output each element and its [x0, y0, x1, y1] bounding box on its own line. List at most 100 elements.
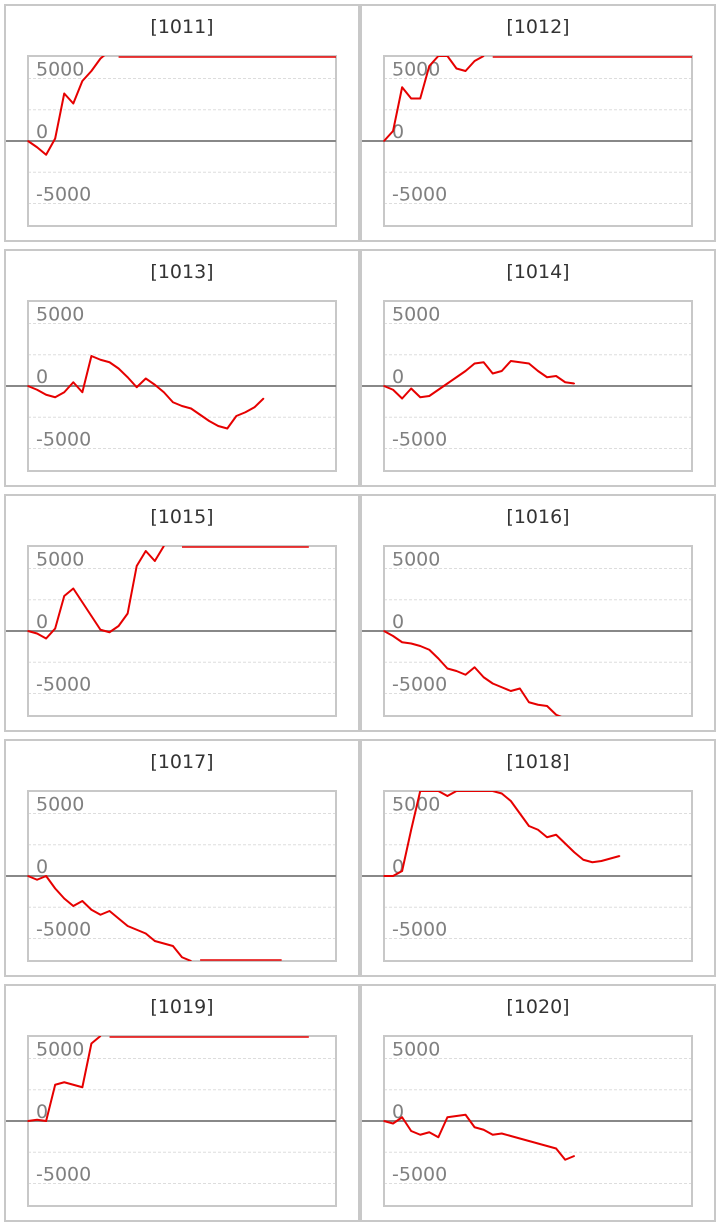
data-point: [464, 673, 467, 676]
y-tick-label: 5000: [392, 1039, 440, 1061]
data-point: [392, 130, 394, 132]
data-point: [401, 86, 403, 89]
data-point: [45, 637, 47, 640]
chart-title: [1016]: [506, 506, 570, 528]
data-point: [54, 1083, 56, 1086]
chart-panel-1019: [1019] 5000 0 -5000: [4, 984, 360, 1222]
data-point: [99, 358, 102, 361]
y-tick-label: 0: [36, 856, 48, 878]
data-point: [446, 795, 449, 797]
chart-panel-1018: [1018] 5000 0 -5000: [360, 739, 716, 977]
data-point: [244, 411, 247, 414]
data-point: [555, 375, 557, 377]
data-point: [36, 146, 38, 149]
data-point: [108, 361, 111, 364]
data-point: [510, 690, 512, 692]
data-point: [573, 851, 576, 854]
series-line: [383, 360, 575, 400]
chart-panel-1017: [1017] 5000 0 -5000: [4, 739, 360, 977]
data-point: [81, 80, 84, 82]
data-point: [99, 913, 102, 916]
data-point: [383, 140, 385, 142]
data-point: [154, 560, 156, 562]
data-point: [618, 855, 621, 857]
data-point: [190, 407, 192, 410]
data-point: [108, 910, 111, 912]
series-group: [27, 355, 265, 430]
data-point: [428, 791, 431, 792]
data-point: [428, 65, 431, 67]
data-point: [90, 70, 93, 72]
data-point: [546, 836, 548, 839]
data-point: [401, 870, 403, 872]
y-tick-label: -5000: [36, 184, 91, 206]
data-point: [482, 791, 485, 792]
data-point: [27, 385, 29, 387]
data-point: [383, 385, 385, 387]
data-point: [383, 1120, 385, 1122]
data-point: [428, 1131, 431, 1134]
data-point: [464, 70, 467, 72]
chart-panel-1016: [1016] 5000 0 -5000: [360, 494, 716, 732]
data-point: [446, 56, 449, 57]
series-line: [27, 56, 106, 156]
data-point: [108, 631, 111, 634]
chart-title: [1013]: [150, 261, 214, 283]
data-point: [135, 386, 138, 389]
data-point: [99, 628, 102, 631]
y-tick-label: 0: [392, 121, 404, 143]
data-point: [135, 928, 138, 931]
data-point: [190, 960, 192, 961]
chart-title: [1020]: [506, 996, 570, 1018]
chart-title: [1014]: [506, 261, 570, 283]
data-point: [72, 905, 75, 907]
chart-panel-1014: [1014] 5000 0 -5000: [360, 249, 716, 487]
data-point: [446, 667, 449, 670]
data-point: [591, 861, 594, 864]
data-point: [217, 425, 220, 427]
data-point: [401, 1116, 403, 1119]
data-point: [163, 546, 165, 547]
y-tick-label: 5000: [392, 549, 440, 571]
data-point: [401, 641, 403, 644]
data-point: [410, 97, 412, 100]
data-point: [500, 370, 503, 372]
data-point: [537, 828, 539, 831]
data-point: [491, 791, 494, 792]
data-point: [81, 391, 84, 394]
y-tick-label: 0: [36, 1101, 48, 1123]
data-point: [253, 406, 256, 409]
y-tick-label: 0: [392, 611, 404, 633]
data-point: [446, 1116, 449, 1119]
data-point: [117, 625, 120, 627]
data-point: [419, 1133, 422, 1136]
data-point: [555, 713, 557, 716]
series-group: [383, 791, 621, 877]
data-point: [473, 791, 476, 792]
data-point: [81, 601, 84, 604]
data-point: [63, 92, 66, 95]
data-point: [410, 828, 412, 831]
data-point: [510, 1135, 512, 1137]
data-point: [126, 612, 129, 615]
data-point: [36, 632, 38, 635]
data-point: [500, 792, 503, 795]
y-tick-label: -5000: [36, 429, 91, 451]
y-tick-label: 5000: [36, 794, 84, 816]
data-point: [72, 102, 75, 105]
data-point: [455, 791, 458, 792]
data-point: [455, 376, 458, 379]
data-point: [437, 791, 440, 792]
data-point: [573, 729, 575, 731]
data-point: [519, 687, 521, 690]
series-line: [383, 56, 485, 142]
data-point: [564, 1158, 566, 1161]
data-point: [63, 897, 66, 900]
data-point: [455, 67, 458, 70]
data-point: [99, 57, 102, 60]
data-point: [27, 630, 29, 632]
data-point: [491, 682, 494, 685]
chart-title: [1012]: [506, 16, 570, 38]
